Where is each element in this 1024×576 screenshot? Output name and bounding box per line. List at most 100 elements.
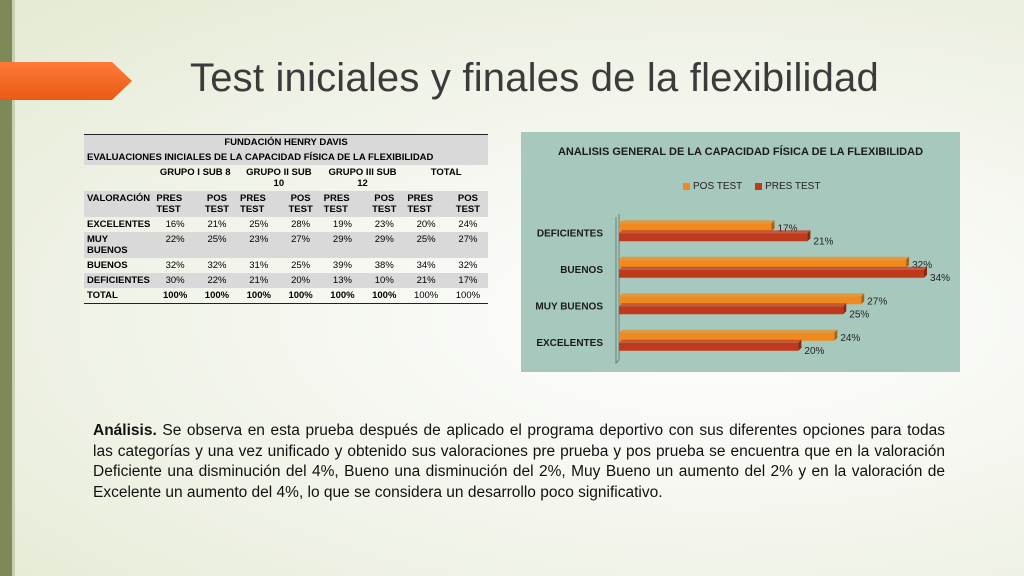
bar-top-face: [619, 339, 802, 343]
table-cell: 25%: [404, 232, 448, 258]
bar-top-face: [619, 256, 910, 260]
left-accent-bar: [0, 0, 12, 576]
table-cell: 29%: [364, 232, 405, 258]
table-cell: 17%: [447, 273, 488, 288]
bar-front-face: [619, 332, 835, 341]
table-cell: 100%: [364, 288, 405, 304]
table-cell: 16%: [165, 219, 185, 230]
data-label: 32%: [912, 260, 932, 271]
table-cell: 24%: [458, 219, 478, 230]
table-cell: 21%: [207, 219, 227, 230]
bar-front-face: [619, 342, 799, 351]
bar-pos-test: [619, 293, 865, 305]
table-row: EXCELENTES 16% 21% 25% 28% 19% 23% 20% 2…: [84, 217, 488, 232]
table-cell: 20%: [280, 273, 321, 288]
table-cell: 100%: [280, 288, 321, 304]
bar-top-face: [619, 329, 838, 333]
bar-pos-test: [619, 220, 775, 232]
data-label: 27%: [867, 296, 887, 307]
legend-item: POS TEST: [683, 181, 742, 192]
bar-chart: ANALISIS GENERAL DE LA CAPACIDAD FÍSICA …: [521, 132, 960, 372]
table-cell: 100%: [153, 288, 197, 304]
table-cell: 25%: [196, 232, 238, 258]
group-header: GRUPO I SUB 8: [159, 167, 231, 178]
table-cell: 22%: [196, 273, 238, 288]
chart-plot: DEFICIENTES 17% 21% BUENOS 32% 34% MUY BUENOS 2…: [535, 214, 950, 365]
bar-top-face: [619, 266, 928, 270]
legend-item: PRES TEST: [755, 181, 820, 192]
table-cell: 10%: [364, 273, 405, 288]
data-label: 21%: [813, 236, 833, 247]
bar-side-face: [798, 339, 802, 351]
table-cell: 25%: [249, 219, 269, 230]
table-cell: 32%: [207, 260, 227, 271]
table-cell: 100%: [447, 288, 488, 304]
table-cell: 22%: [153, 232, 197, 258]
analysis-text: Se observa en esta prueba después de apl…: [93, 422, 945, 501]
bar-front-face: [619, 296, 862, 305]
bar-front-face: [619, 233, 808, 242]
table-row: DEFICIENTES 30% 22% 21% 20% 13% 10% 21% …: [84, 273, 488, 288]
bar-pres-test: [619, 303, 847, 315]
table-cell: 21%: [404, 273, 448, 288]
table-cell: 32%: [458, 260, 478, 271]
bar-side-face: [843, 303, 847, 315]
slide-title: Test iniciales y finales de la flexibili…: [190, 56, 879, 100]
results-table: FUNDACIÓN HENRY DAVIS EVALUACIONES INICI…: [84, 134, 488, 304]
row-label: EXCELENTES: [87, 219, 151, 230]
table-cell: 31%: [249, 260, 269, 271]
bar-top-face: [619, 293, 865, 297]
group-header: GRUPO II SUB 10: [246, 167, 312, 189]
table-cell: 13%: [320, 273, 365, 288]
bar-side-face: [861, 293, 865, 305]
bar-front-face: [619, 306, 844, 315]
category-label: EXCELENTES: [536, 338, 603, 349]
chart-legend: POS TEST PRES TEST: [683, 181, 830, 193]
bar-side-face: [924, 266, 928, 278]
row-label: BUENOS: [87, 260, 128, 271]
chart-axis: [615, 214, 620, 365]
table-cell: 20%: [416, 219, 436, 230]
bar-front-face: [619, 259, 907, 268]
bar-front-face: [619, 223, 772, 232]
table-cell: 100%: [196, 288, 238, 304]
table-cell: 28%: [291, 219, 311, 230]
category-label: BUENOS: [560, 265, 603, 276]
table-subtitle: EVALUACIONES INICIALES DE LA CAPACIDAD F…: [84, 150, 488, 165]
table-org-title: FUNDACIÓN HENRY DAVIS: [84, 134, 488, 150]
bar-side-face: [906, 256, 910, 268]
data-label: 34%: [930, 273, 950, 284]
legend-label: PRES TEST: [765, 181, 821, 192]
table-cell: 23%: [237, 232, 281, 258]
legend-label: POS TEST: [693, 181, 743, 192]
table-cell: 29%: [320, 232, 365, 258]
bar-pos-test: [619, 329, 838, 341]
table-cell: 27%: [447, 232, 488, 258]
bar-front-face: [619, 269, 925, 278]
bar-pres-test: [619, 230, 811, 242]
table-row-total: TOTAL 100% 100% 100% 100% 100% 100% 100%…: [84, 288, 488, 304]
analysis-lead: Análisis.: [93, 422, 157, 439]
bar-pres-test: [619, 266, 928, 278]
valoracion-header: VALORACIÓN: [84, 191, 154, 217]
sub-header: PRES TEST: [404, 191, 448, 217]
analysis-paragraph: Análisis. Se observa en esta prueba desp…: [93, 421, 945, 503]
bar-side-face: [771, 220, 775, 232]
table-cell: 19%: [332, 219, 352, 230]
table-cell: 30%: [153, 273, 197, 288]
table-row: MUY BUENOS 22% 25% 23% 27% 29% 29% 25% 2…: [84, 232, 488, 258]
group-header: GRUPO III SUB 12: [328, 167, 397, 189]
legend-swatch: [755, 183, 763, 190]
table-row: BUENOS 32% 32% 31% 25% 39% 38% 34% 32%: [84, 258, 488, 273]
table-cell: 100%: [237, 288, 281, 304]
table-cell: 21%: [237, 273, 281, 288]
table-cell: 38%: [374, 260, 394, 271]
table-cell: 100%: [404, 288, 448, 304]
sub-header: POS TEST: [196, 191, 238, 217]
table-cell: 32%: [165, 260, 185, 271]
sub-header: POS TEST: [364, 191, 405, 217]
sub-header: POS TEST: [280, 191, 321, 217]
category-label: MUY BUENOS: [535, 301, 603, 312]
bar-pos-test: [619, 256, 910, 268]
row-label: TOTAL: [84, 288, 154, 304]
